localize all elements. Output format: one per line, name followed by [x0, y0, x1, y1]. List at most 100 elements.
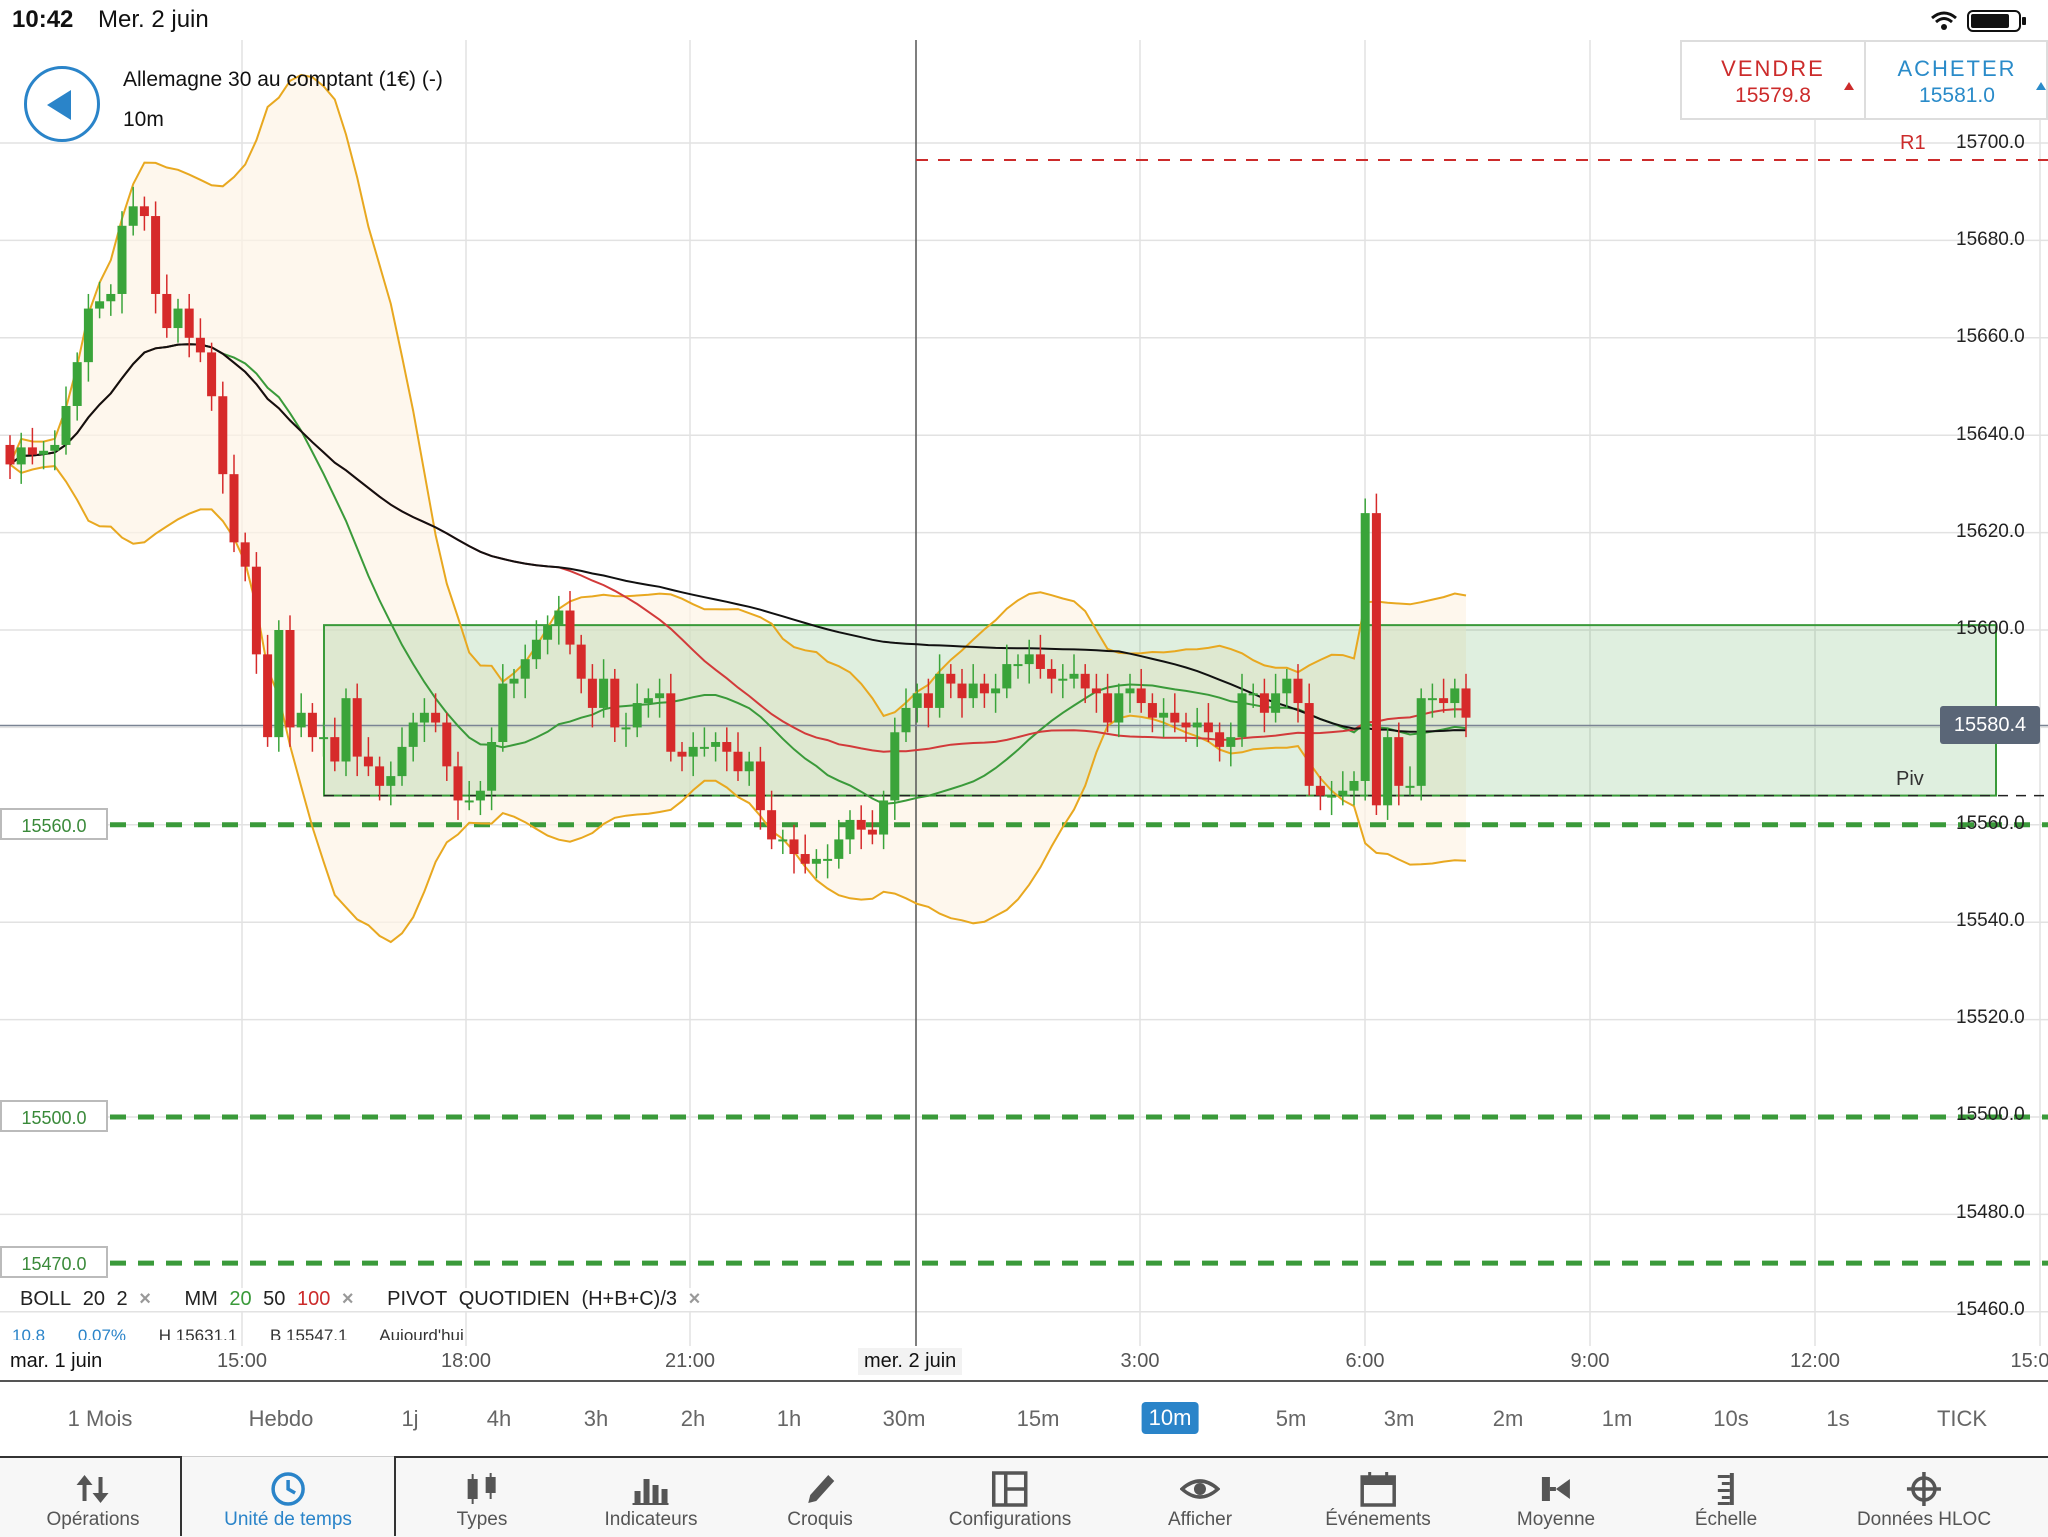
candle-body: [565, 610, 575, 645]
timeframe-hebdo[interactable]: Hebdo: [248, 1406, 314, 1431]
pencil-icon: [807, 1475, 834, 1503]
support-level-tag[interactable]: 15560.0: [0, 808, 108, 840]
candle-body: [1103, 693, 1113, 723]
price-axis-label: 15640.0: [1956, 424, 2025, 445]
price-axis-label: 15660.0: [1956, 326, 2025, 347]
candle-body: [1024, 654, 1034, 665]
candle-body: [1293, 678, 1303, 704]
pivot-label: Piv: [1896, 768, 1924, 790]
timeframe-2m[interactable]: 2m: [1492, 1406, 1524, 1431]
candle-body: [83, 308, 93, 363]
buy-label: ACHETER: [1897, 56, 2017, 81]
support-level-tag[interactable]: 15470.0: [0, 1246, 108, 1278]
price-axis-label: 15620.0: [1956, 521, 2025, 542]
support-level-tag[interactable]: 15500.0: [0, 1100, 108, 1132]
remove-mm-button[interactable]: ×: [341, 1288, 354, 1310]
time-axis-label: 3:00: [1120, 1350, 1160, 1372]
candle-body: [61, 405, 71, 445]
candle-body: [1136, 688, 1146, 704]
nav-indicators[interactable]: Indicateurs: [605, 1457, 697, 1537]
candle-body: [285, 630, 295, 728]
buy-button[interactable]: ACHETER 15581.0: [1866, 42, 2048, 118]
nav-divider: [394, 1456, 2048, 1458]
candle-body: [453, 766, 463, 801]
candle-body: [162, 293, 172, 329]
candle-body: [1203, 722, 1213, 733]
sell-price: 15579.8: [1735, 84, 1811, 107]
bottom-toolbar: Opérations Unité de temps Types Indicate…: [0, 1456, 2048, 1537]
nav-average[interactable]: Moyenne: [1517, 1457, 1595, 1537]
candle-body: [688, 746, 698, 757]
remove-boll-button[interactable]: ×: [139, 1288, 151, 1310]
nav-events[interactable]: Événements: [1325, 1457, 1431, 1537]
price-axis-label: 15600.0: [1956, 618, 2025, 639]
remove-pivot-button[interactable]: ×: [688, 1288, 701, 1310]
mm-label: MM: [184, 1288, 218, 1310]
timeframe-1s[interactable]: 1s: [1826, 1406, 1850, 1431]
candle-body: [1259, 693, 1269, 713]
timeframe-30m[interactable]: 30m: [882, 1406, 926, 1431]
candle-body: [39, 450, 49, 455]
nav-hloc-data[interactable]: Données HLOC: [1857, 1457, 1991, 1537]
candle-body: [1271, 693, 1281, 713]
timeframe-10s[interactable]: 10s: [1713, 1406, 1749, 1431]
mm-period-50: 50: [263, 1288, 286, 1310]
candle-body: [1159, 712, 1169, 718]
timeframe-4h[interactable]: 4h: [486, 1406, 512, 1431]
timeframe-10m[interactable]: 10m: [1141, 1402, 1199, 1434]
timeframe-bar: 1 Mois Hebdo 1j 4h 3h 2h 1h 30m 15m 10m …: [0, 1380, 2048, 1458]
timeframe-1m[interactable]: 1m: [1601, 1406, 1633, 1431]
r1-label: R1: [1900, 132, 1926, 154]
nav-sketch[interactable]: Croquis: [787, 1457, 853, 1537]
timeframe-5m[interactable]: 5m: [1275, 1406, 1307, 1431]
candle-body: [184, 308, 194, 338]
sell-label: VENDRE: [1721, 56, 1825, 81]
ruler-icon: [1717, 1473, 1734, 1505]
nav-time-unit[interactable]: Unité de temps: [224, 1457, 352, 1537]
nav-divider: [0, 1456, 180, 1458]
candle-body: [520, 659, 530, 679]
candle-body: [1215, 732, 1225, 747]
price-axis-label: 15680.0: [1956, 229, 2025, 250]
nav-configurations[interactable]: Configurations: [949, 1457, 1071, 1537]
candle-body: [845, 819, 855, 840]
candle-body: [218, 396, 228, 475]
nav-label: Croquis: [787, 1509, 853, 1530]
candle-body: [16, 447, 26, 465]
back-button[interactable]: [24, 66, 100, 142]
timeframe-3m[interactable]: 3m: [1383, 1406, 1415, 1431]
candle-body: [363, 756, 373, 767]
wifi-battery-icon: [1931, 10, 2026, 32]
candle-body: [587, 678, 597, 708]
moving-average-20: [9, 343, 1467, 805]
nav-show[interactable]: Afficher: [1168, 1457, 1232, 1537]
timeframe-2h[interactable]: 2h: [680, 1406, 706, 1431]
candle-body: [375, 766, 385, 786]
candle-body: [1002, 664, 1012, 689]
candle-body: [610, 678, 620, 728]
nav-scale[interactable]: Échelle: [1695, 1457, 1757, 1537]
price-axis-label: 15480.0: [1956, 1202, 2025, 1223]
sell-button[interactable]: VENDRE 15579.8: [1682, 42, 1866, 118]
nav-types[interactable]: Types: [456, 1457, 508, 1537]
candle-body: [1091, 688, 1101, 694]
timeframe-15m[interactable]: 15m: [1016, 1406, 1060, 1431]
mm-period-20: 20: [229, 1288, 252, 1310]
candle-body: [386, 776, 396, 786]
candle-body: [1315, 785, 1325, 796]
time-axis-label: 15:00: [216, 1350, 268, 1372]
nav-operations[interactable]: Opérations: [47, 1457, 139, 1537]
price-chart[interactable]: [0, 0, 2048, 1380]
timeframe-tick[interactable]: TICK: [1936, 1406, 1988, 1431]
timeframe-1-mois[interactable]: 1 Mois: [67, 1406, 133, 1431]
candle-body: [1181, 722, 1191, 728]
time-axis-label: 15:0: [2010, 1350, 2048, 1372]
stat-change-pct: 0.07%: [77, 1326, 127, 1340]
nav-label: Types: [456, 1509, 508, 1530]
timeframe-3h[interactable]: 3h: [583, 1406, 609, 1431]
nav-label: Unité de temps: [224, 1509, 352, 1530]
candle-body: [1226, 737, 1236, 747]
candle-body: [5, 444, 15, 465]
timeframe-1j[interactable]: 1j: [401, 1406, 419, 1431]
timeframe-1h[interactable]: 1h: [776, 1406, 802, 1431]
